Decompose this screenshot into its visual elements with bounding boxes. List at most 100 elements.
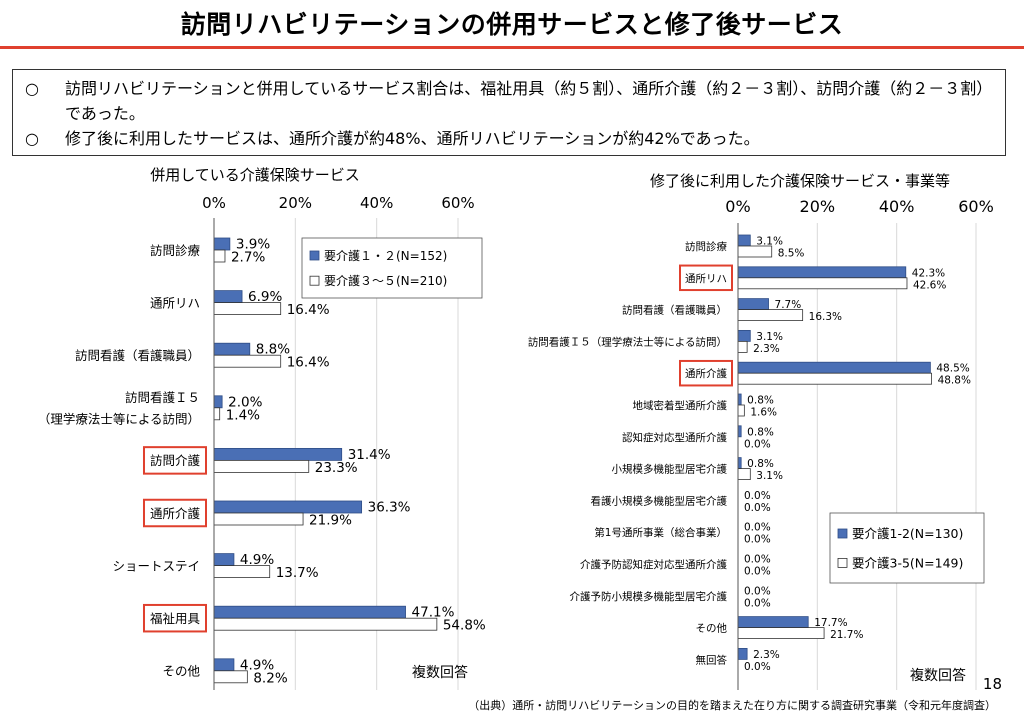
chart2-legend-label: 要介護1-2(N=130) <box>852 526 963 541</box>
chart1-category-label: 訪問看護（看護職員） <box>75 348 200 363</box>
chart2-data-label-series2: 1.6% <box>750 407 777 419</box>
chart1-data-label-series2: 2.7% <box>231 250 265 266</box>
chart2-data-label-series1: 17.7% <box>814 617 847 629</box>
source-footnote: （出典）通所・訪問リハビリテーションの目的を踏まえた在り方に関する調査研究事業（… <box>468 699 996 712</box>
chart1-data-label-series1: 47.1% <box>412 605 455 621</box>
chart1-x-tick-label: 0% <box>202 194 226 212</box>
chart1-highlight-box <box>142 446 207 475</box>
chart2-data-label-series1: 0.0% <box>744 585 771 597</box>
chart2-data-label-series2: 0.0% <box>744 661 771 673</box>
chart1-category-label: その他 <box>162 664 200 679</box>
chart1-data-label-series1: 2.0% <box>228 394 262 410</box>
summary-line-2: ○ 修了後に利用したサービスは、通所介護が約48%、通所リハビリテーションが約4… <box>25 126 995 151</box>
left-chart-title: 併用している介護保険サービス <box>150 166 360 184</box>
chart2-data-label-series2: 0.0% <box>744 502 771 514</box>
chart2-data-label-series2: 21.7% <box>830 629 863 641</box>
circle-bullet-icon: ○ <box>25 79 39 98</box>
chart1-data-label-series2: 16.4% <box>287 355 330 371</box>
chart1-category-label: 通所リハ <box>150 295 200 310</box>
chart2-data-label-series1: 42.3% <box>912 267 945 279</box>
chart1-category-label: 通所介護 <box>150 506 201 521</box>
chart2-note-multiple-answers: 複数回答 <box>910 667 966 684</box>
chart1-bar-series1 <box>213 290 243 304</box>
chart2-bar-series1 <box>737 616 809 628</box>
chart2-data-label-series2: 48.8% <box>938 375 971 387</box>
chart1-category-label: 福祉用具 <box>150 611 201 626</box>
chart1-data-label-series1: 6.9% <box>248 289 282 305</box>
chart2-category-label: 認知症対応型通所介護 <box>622 431 727 444</box>
chart2-data-label-series2: 0.0% <box>744 438 771 450</box>
chart2-category-label: 介護予防小規模多機能型居宅介護 <box>570 590 728 603</box>
chart1-bar-series1 <box>213 500 363 514</box>
chart2-bar-series2 <box>737 627 825 639</box>
chart2-x-tick-label: 60% <box>958 197 994 216</box>
chart2-bar-series1 <box>737 298 769 311</box>
chart2-data-label-series1: 0.8% <box>747 395 774 407</box>
chart1-note-multiple-answers: 複数回答 <box>412 664 468 681</box>
chart1-bar-series1 <box>213 553 235 566</box>
chart2-data-label-series1: 2.3% <box>753 649 780 661</box>
chart2-bar-series1 <box>737 329 751 342</box>
chart1-bar-series2 <box>213 407 221 421</box>
chart2-category-label: 地域密着型通所介護 <box>633 399 728 412</box>
chart1-data-label-series1: 8.8% <box>256 342 290 358</box>
chart1-data-label-series1: 31.4% <box>348 447 391 463</box>
chart1-bar-series1 <box>213 395 223 409</box>
chart2-category-label: 訪問看護Ｉ５（理学療法士等による訪問） <box>528 335 727 348</box>
chart1-category-label: 訪問看護Ｉ５ <box>125 390 200 405</box>
chart2-bar-series1 <box>737 361 931 374</box>
chart1-highlight-box <box>142 498 207 528</box>
chart2-data-label-series1: 0.0% <box>744 522 771 534</box>
chart2-data-label-series1: 0.8% <box>747 458 774 470</box>
summary-text-1: 訪問リハビリテーションと併用しているサービス割合は、福祉用具（約５割）、通所介護… <box>65 79 993 123</box>
chart2-bar-series2 <box>737 340 748 353</box>
summary-text-2: 修了後に利用したサービスは、通所介護が約48%、通所リハビリテーションが約42%… <box>65 129 760 148</box>
chart1-bar-series2 <box>213 617 438 631</box>
chart2-data-label-series2: 0.0% <box>744 566 771 578</box>
chart2-data-label-series1: 7.7% <box>775 299 802 311</box>
title-underline <box>0 46 1024 49</box>
chart2-highlight-box <box>679 359 733 387</box>
chart1-bar-series1 <box>213 447 343 461</box>
chart1-data-label-series1: 36.3% <box>368 500 411 516</box>
chart2-bar-series2 <box>737 245 773 258</box>
chart1-x-tick-label: 20% <box>279 194 312 212</box>
chart2-category-label: 通所リハ <box>685 273 727 285</box>
chart2-data-label-series1: 0.0% <box>744 554 771 566</box>
chart1-bar-series2 <box>213 512 304 526</box>
chart1-bar-series1 <box>213 658 235 672</box>
chart2-category-label: その他 <box>696 622 728 635</box>
chart2-category-label: 介護予防認知症対応型通所介護 <box>580 558 727 571</box>
summary-line-1: ○ 訪問リハビリテーションと併用しているサービス割合は、福祉用具（約５割）、通所… <box>25 76 995 126</box>
chart2-category-label: 第1号通所事業（総合事業） <box>594 526 727 539</box>
chart1-data-label-series1: 4.9% <box>240 657 274 673</box>
page-title: 訪問リハビリテーションの併用サービスと修了後サービス <box>180 10 844 39</box>
chart1-data-label-series1: 4.9% <box>240 552 274 568</box>
chart2-legend-label: 要介護3-5(N=149) <box>852 555 963 570</box>
chart1-data-label-series2: 54.8% <box>443 618 486 634</box>
chart1-legend-box <box>301 237 483 299</box>
chart2-bar-series2 <box>737 372 932 385</box>
chart2-bar-series2 <box>737 309 804 322</box>
chart1-category-label: 訪問介護 <box>150 453 201 468</box>
chart1-x-tick-label: 40% <box>360 194 393 212</box>
chart2-bar-series2 <box>737 404 745 417</box>
chart1-highlight-box <box>142 603 207 633</box>
chart2-category-label: 小規模多機能型居宅介護 <box>612 463 728 476</box>
chart2-bar-series1 <box>737 266 907 279</box>
chart1-data-label-series2: 13.7% <box>276 565 319 581</box>
right-chart-title: 修了後に利用した介護保険サービス・事業等 <box>649 172 950 190</box>
chart2-data-label-series1: 0.8% <box>747 426 774 438</box>
chart2-data-label-series1: 48.5% <box>936 363 969 375</box>
chart2-category-label: 訪問看護（看護職員） <box>622 304 727 317</box>
chart1-bar-series2 <box>213 459 310 473</box>
chart2-category-label: 通所介護 <box>685 367 727 380</box>
chart1-bar-series1 <box>213 342 251 356</box>
chart1-bar-series1 <box>213 237 231 251</box>
chart2-highlight-box <box>679 264 733 292</box>
chart1-legend-label: 要介護３～５(N=210) <box>324 273 447 288</box>
summary-box: ○ 訪問リハビリテーションと併用しているサービス割合は、福祉用具（約５割）、通所… <box>12 69 1006 156</box>
chart2-legend-box <box>829 512 985 584</box>
chart1-bar-series1 <box>213 605 406 619</box>
